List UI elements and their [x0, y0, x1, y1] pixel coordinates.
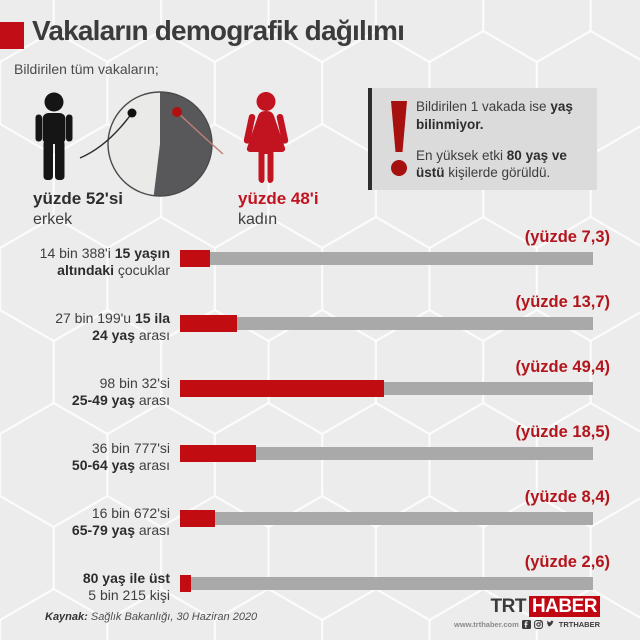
exclamation-icon [391, 101, 407, 176]
age-bar-track [180, 315, 593, 332]
note-text: Bildirilen 1 vakada ise yaş bilinmiyor. … [416, 98, 591, 182]
note-highest-impact: En yüksek etki 80 yaş ve üstü kişilerde … [416, 147, 567, 181]
trt-haber-logo: TRT HABER [454, 596, 600, 618]
logo-haber-text: HABER [528, 596, 600, 617]
female-percent-text: yüzde 48'i [238, 189, 319, 208]
female-callout-line [176, 111, 224, 155]
female-name-text: kadın [238, 211, 278, 228]
age-row-label: 14 bin 388'i 15 yaşın altındaki çocuklar [39, 245, 170, 278]
female-label: yüzde 48'i kadın [238, 188, 319, 230]
source-label: Kaynak: [45, 611, 88, 623]
age-bar-fill [180, 315, 237, 332]
age-row-label: 36 bin 777'si 50-64 yaş arası [71, 440, 170, 473]
age-row-percent: (yüzde 8,4) [524, 488, 610, 506]
pie-slice-female [153, 91, 213, 196]
age-row: (yüzde 2,6) 80 yaş ile üst 5 bin 215 kişi [0, 553, 640, 615]
age-bar-track [180, 250, 593, 267]
age-row-percent: (yüzde 49,4) [515, 358, 610, 376]
brand-social-line: www.trthaber.com TRTHABER [454, 620, 600, 629]
age-row-label: 16 bin 672'si 65-79 yaş arası [71, 505, 170, 538]
age-bar-fill [180, 380, 385, 397]
source-line: Kaynak: Sağlık Bakanlığı, 30 Haziran 202… [45, 611, 257, 623]
age-row-percent: (yüzde 7,3) [524, 228, 610, 246]
social-handle: TRTHABER [558, 620, 600, 629]
gender-pie-chart [70, 88, 245, 218]
note-box: Bildirilen 1 vakada ise yaş bilinmiyor. … [368, 88, 597, 190]
website-url: www.trthaber.com [454, 620, 519, 629]
facebook-icon [521, 620, 531, 629]
female-callout-dot [172, 107, 182, 117]
age-bar-track [180, 445, 593, 462]
title-accent-square [0, 22, 24, 49]
age-row-label: 98 bin 32'si 25-49 yaş arası [71, 375, 170, 408]
male-label: yüzde 52'si erkek [33, 188, 123, 230]
page-title: Vakaların demografik dağılımı [32, 15, 405, 46]
age-row-percent: (yüzde 18,5) [515, 423, 610, 441]
age-bar-fill [180, 250, 211, 267]
note-unknown-age: Bildirilen 1 vakada ise yaş bilinmiyor. [416, 99, 573, 132]
age-bar-track [180, 380, 593, 397]
age-row-label: 80 yaş ile üst 5 bin 215 kişi [82, 570, 170, 603]
male-percent-text: yüzde 52'si [33, 189, 124, 208]
logo-trt-text: TRT [490, 596, 527, 617]
age-bar-track [180, 510, 593, 527]
age-bar-fill [180, 445, 257, 462]
age-bar-track [180, 575, 593, 592]
age-row-percent: (yüzde 13,7) [515, 293, 610, 311]
age-row: (yüzde 18,5) 36 bin 777'si 50-64 yaş arası [0, 423, 640, 485]
age-bar-fill [180, 510, 215, 527]
instagram-icon [533, 620, 543, 629]
twitter-icon [546, 620, 554, 628]
source-text: Sağlık Bakanlığı, 30 Haziran 2020 [87, 611, 258, 623]
age-row-label: 27 bin 199'u 15 ila 24 yaş arası [55, 310, 170, 343]
page-subtitle: Bildirilen tüm vakaların; [14, 61, 159, 77]
male-pictogram-icon [30, 92, 78, 193]
female-pictogram-icon [236, 92, 296, 193]
age-row: (yüzde 7,3) 14 bin 388'i 15 yaşın altındak… [0, 228, 640, 290]
male-name-text: erkek [33, 211, 73, 228]
male-callout-line [79, 112, 133, 159]
age-row: (yüzde 13,7) 27 bin 199'u 15 ila 24 yaş ar… [0, 293, 640, 355]
age-row: (yüzde 8,4) 16 bin 672'si 65-79 yaş arası [0, 488, 640, 550]
age-row-percent: (yüzde 2,6) [524, 553, 610, 571]
age-row: (yüzde 49,4) 98 bin 32'si 25-49 yaş arası [0, 358, 640, 420]
brand-block: TRT HABER www.trthaber.com TRTHABER [454, 596, 600, 629]
male-callout-dot [127, 108, 137, 118]
age-bar-fill [180, 575, 191, 592]
